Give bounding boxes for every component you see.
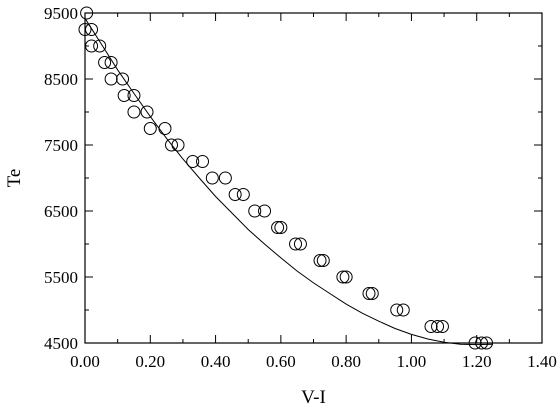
y-axis-title: Te [4, 169, 25, 188]
data-point [104, 56, 118, 69]
y-tick-labels: 4500 5500 6500 7500 8500 9500 [44, 4, 78, 353]
y-tick-label: 8500 [44, 70, 78, 89]
data-point [93, 39, 107, 53]
data-point [274, 221, 288, 234]
data-point [289, 237, 303, 251]
x-tick-label: 0.80 [331, 352, 361, 371]
x-tick-label: 0.00 [70, 352, 100, 371]
data-point [336, 270, 350, 284]
data-point [143, 122, 157, 135]
data-point [424, 320, 438, 333]
data-point [248, 204, 262, 218]
data-point [158, 122, 172, 135]
data-point [365, 287, 379, 300]
x-axis-title: V-I [301, 387, 326, 408]
data-point [104, 72, 118, 86]
data-point [236, 188, 250, 201]
data-point [313, 254, 327, 267]
data-point [171, 138, 185, 152]
y-tick-label: 9500 [44, 4, 78, 23]
tick-marks [84, 12, 543, 344]
fit-curve-line [84, 18, 494, 346]
data-point [127, 105, 141, 119]
data-point [316, 254, 330, 267]
data-point [117, 89, 131, 102]
x-tick-label: 0.40 [201, 352, 231, 371]
data-point [218, 171, 232, 185]
data-point [396, 303, 410, 317]
y-tick-label: 6500 [44, 202, 78, 221]
data-point [186, 155, 200, 168]
data-point [258, 204, 272, 218]
data-point [205, 171, 219, 185]
data-point [98, 56, 112, 69]
data-point [165, 138, 179, 152]
data-point [140, 105, 154, 119]
x-tick-label: 1.00 [397, 352, 427, 371]
data-point [271, 221, 285, 234]
x-tick-label: 0.60 [266, 352, 296, 371]
plot-frame [84, 12, 543, 344]
data-point [435, 320, 449, 333]
x-tick-label: 1.40 [527, 352, 557, 371]
y-tick-label: 7500 [44, 136, 78, 155]
data-point [196, 155, 210, 168]
data-point [127, 89, 141, 102]
y-tick-label: 5500 [44, 268, 78, 287]
x-tick-label: 1.20 [462, 352, 492, 371]
data-point [116, 72, 130, 86]
data-point [362, 287, 376, 300]
data-point [390, 303, 404, 317]
data-point [293, 237, 307, 251]
data-point [339, 270, 353, 284]
data-point [228, 188, 242, 201]
x-tick-labels: 0.00 0.20 0.40 0.60 0.80 1.00 1.20 1.40 [70, 352, 557, 371]
y-tick-label: 4500 [44, 334, 78, 353]
x-tick-label: 0.20 [135, 352, 165, 371]
data-point [431, 320, 445, 333]
